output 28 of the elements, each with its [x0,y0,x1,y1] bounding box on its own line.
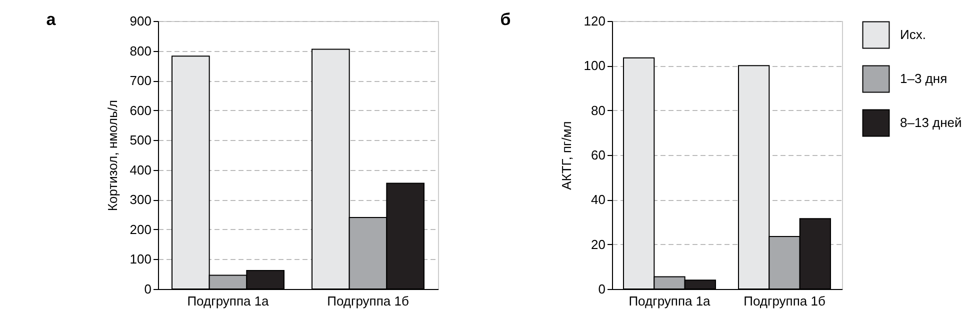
chart-title: б [500,10,511,29]
y-tick-label: 0 [598,282,606,296]
legend-label: 1–3 дня [900,71,948,86]
y-tick-label: 500 [130,132,152,148]
y-tick-label: 80 [591,102,606,118]
y-tick-label: 800 [130,43,152,58]
y-tick-label: 120 [584,14,606,28]
y-tick-label: 300 [130,192,152,208]
y-tick-label: 600 [130,102,152,118]
y-tick-label: 200 [130,222,152,237]
legend-label: Исх. [900,27,926,42]
y-tick-label: 100 [130,252,152,267]
y-tick-label: 0 [144,282,152,296]
y-tick-label: 100 [584,58,606,74]
x-tick-label: Подгруппа 1а [187,294,270,308]
legend-label: 8–13 дней [900,115,962,130]
y-axis-title: АКТГ, пг/мл [558,121,574,190]
y-axis-title: Кортизол, нмоль/л [104,100,120,212]
y-tick-label: 60 [591,148,606,162]
y-tick-label: 20 [591,236,606,252]
x-tick-label: Подгруппа 1б [327,294,409,308]
y-tick-label: 400 [130,162,152,178]
y-tick-label: 900 [130,14,152,28]
chart-title: а [46,10,56,29]
y-tick-label: 40 [591,192,606,208]
x-tick-label: Подгруппа 1б [744,294,826,308]
x-tick-label: Подгруппа 1а [628,294,712,308]
y-tick-label: 700 [130,73,152,88]
